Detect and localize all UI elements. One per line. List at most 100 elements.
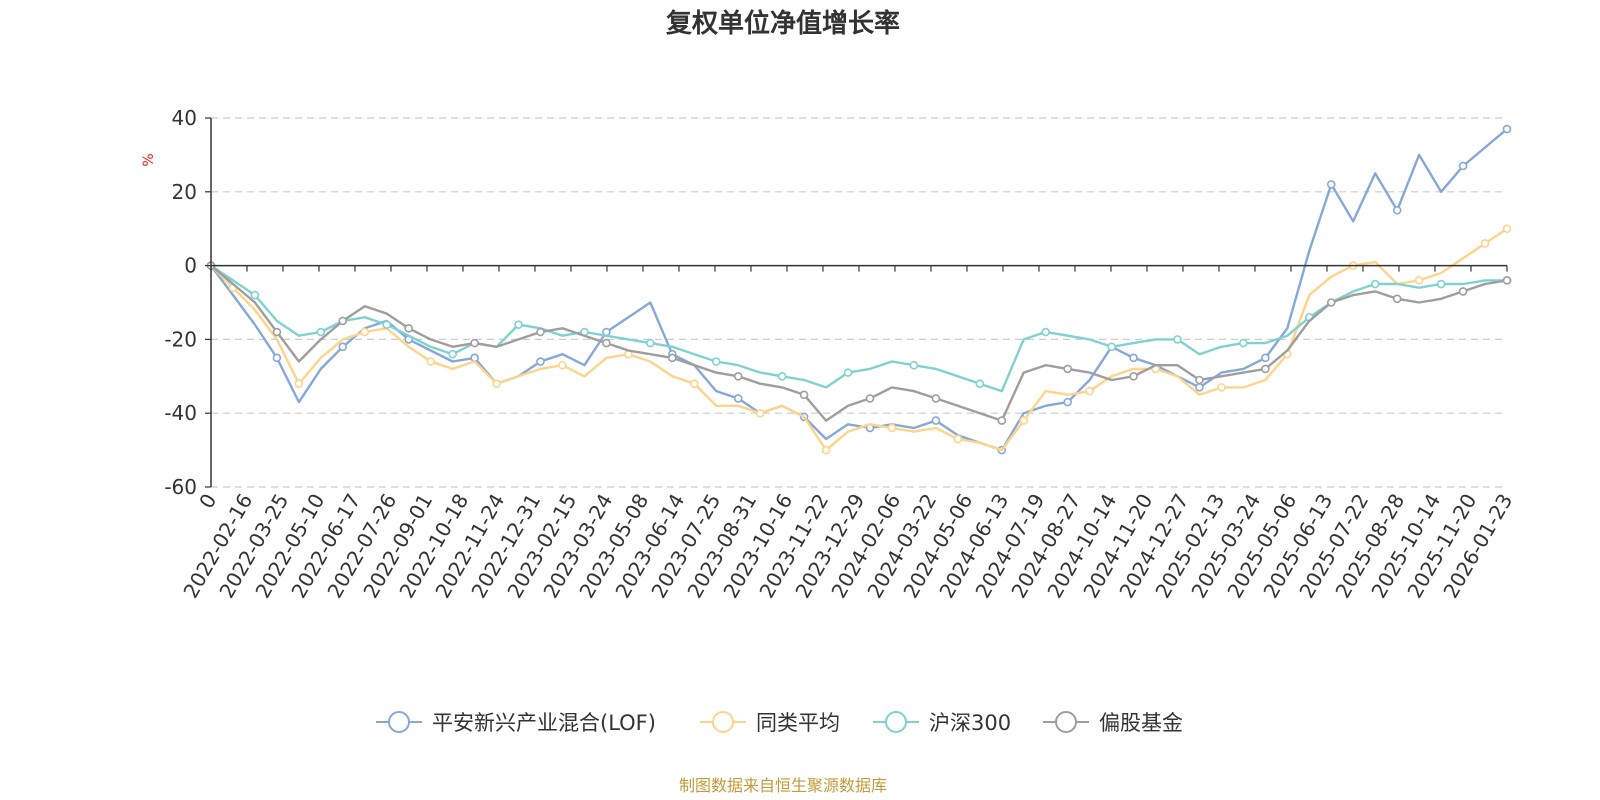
- legend-label: 平安新兴产业混合(LOF): [432, 711, 656, 735]
- series-point: [646, 338, 655, 348]
- legend-item[interactable]: 沪深300: [873, 711, 1011, 735]
- series-point: [909, 360, 919, 370]
- x-tick-label: 0: [194, 490, 221, 513]
- chart-title: 复权单位净值增长率: [666, 8, 900, 39]
- y-tick-label: -60: [164, 475, 197, 499]
- series-point: [1414, 276, 1424, 285]
- legend-item[interactable]: 同类平均: [700, 711, 840, 735]
- data-source-note: 制图数据来自恒生聚源数据库: [679, 776, 887, 795]
- series-point: [821, 445, 831, 455]
- series-line: [210, 128, 1508, 452]
- y-tick-label: 0: [184, 254, 197, 278]
- series-point: [404, 324, 413, 333]
- series-point: [1458, 287, 1468, 296]
- series-line: [210, 264, 1507, 393]
- series-point: [602, 338, 611, 348]
- series-point: [689, 379, 699, 388]
- legend-label: 沪深300: [929, 711, 1011, 735]
- series-point: [1326, 180, 1336, 189]
- series-point: [865, 394, 875, 403]
- series-point: [250, 290, 260, 300]
- series-point: [1239, 338, 1248, 348]
- series-point: [1502, 276, 1512, 285]
- legend-item[interactable]: 偏股基金: [1043, 711, 1183, 735]
- y-tick-label: -40: [164, 401, 197, 425]
- series-point: [953, 434, 963, 444]
- legend-swatch-marker: [388, 711, 410, 733]
- series-point: [1085, 386, 1094, 396]
- series-point: [799, 390, 809, 400]
- series-point: [1107, 342, 1116, 352]
- series-point: [470, 338, 479, 348]
- series-point: [1019, 416, 1029, 425]
- series-point: [1129, 371, 1138, 381]
- series-point: [1370, 279, 1380, 289]
- series-point: [272, 353, 282, 363]
- series-point: [558, 360, 567, 370]
- series-point: [1063, 364, 1072, 374]
- series-0: [206, 124, 1512, 455]
- series-point: [1173, 335, 1182, 344]
- series-point: [470, 353, 479, 363]
- legend[interactable]: 平安新兴产业混合(LOF) 同类平均 沪深300 偏股基金: [376, 711, 1183, 735]
- y-tick-label: 40: [172, 106, 197, 130]
- series-line: [210, 264, 1508, 422]
- y-tick-label: -20: [164, 327, 197, 351]
- series-point: [1261, 353, 1270, 363]
- series-point: [1502, 224, 1512, 233]
- legend-item[interactable]: 平安新兴产业混合(LOF): [376, 711, 656, 735]
- axes: 40200-20-40-6002022-02-162022-03-252022-…: [164, 106, 1517, 602]
- series-point: [997, 416, 1007, 425]
- series-point: [1041, 327, 1051, 337]
- legend-label: 偏股基金: [1099, 711, 1183, 735]
- series-point: [382, 320, 392, 329]
- series-point: [1063, 397, 1072, 407]
- series-point: [843, 368, 853, 377]
- series-point: [360, 327, 370, 337]
- series-point: [1480, 239, 1490, 248]
- series-point: [975, 379, 985, 388]
- grid-lines: [211, 117, 1507, 488]
- series-point: [1217, 383, 1226, 392]
- y-axis-unit-label: %: [141, 153, 157, 166]
- y-tick-label: 20: [172, 180, 197, 204]
- series-point: [316, 327, 326, 337]
- series-point: [338, 342, 348, 352]
- series-point: [667, 353, 677, 363]
- series-point: [426, 357, 435, 366]
- series-point: [492, 379, 501, 388]
- series-point: [1502, 124, 1512, 134]
- legend-label: 同类平均: [756, 711, 840, 735]
- series-point: [733, 394, 743, 403]
- series-point: [536, 327, 545, 337]
- series-point: [755, 408, 765, 418]
- series-point: [1129, 353, 1138, 363]
- series-2: [206, 261, 1512, 393]
- series-point: [1392, 294, 1402, 304]
- series-point: [931, 394, 941, 403]
- series-point: [777, 371, 787, 381]
- series-point: [931, 416, 941, 425]
- series-point: [1392, 205, 1402, 215]
- series-lines: [206, 124, 1512, 455]
- series-point: [1195, 375, 1204, 385]
- series-point: [1436, 279, 1446, 289]
- series-point: [272, 327, 282, 337]
- series-point: [1458, 161, 1468, 171]
- legend-swatch-marker: [1055, 711, 1077, 733]
- series-point: [887, 423, 897, 433]
- legend-swatch-marker: [885, 711, 907, 733]
- series-point: [514, 320, 523, 329]
- series-point: [1195, 383, 1204, 392]
- legend-swatch-marker: [712, 711, 734, 733]
- series-point: [536, 357, 545, 366]
- series-point: [1261, 364, 1270, 374]
- series-point: [711, 357, 721, 366]
- series-point: [448, 349, 457, 359]
- series-point: [733, 371, 743, 381]
- series-point: [338, 316, 348, 326]
- series-point: [294, 379, 304, 388]
- series-point: [1326, 298, 1336, 307]
- series-3: [206, 261, 1512, 425]
